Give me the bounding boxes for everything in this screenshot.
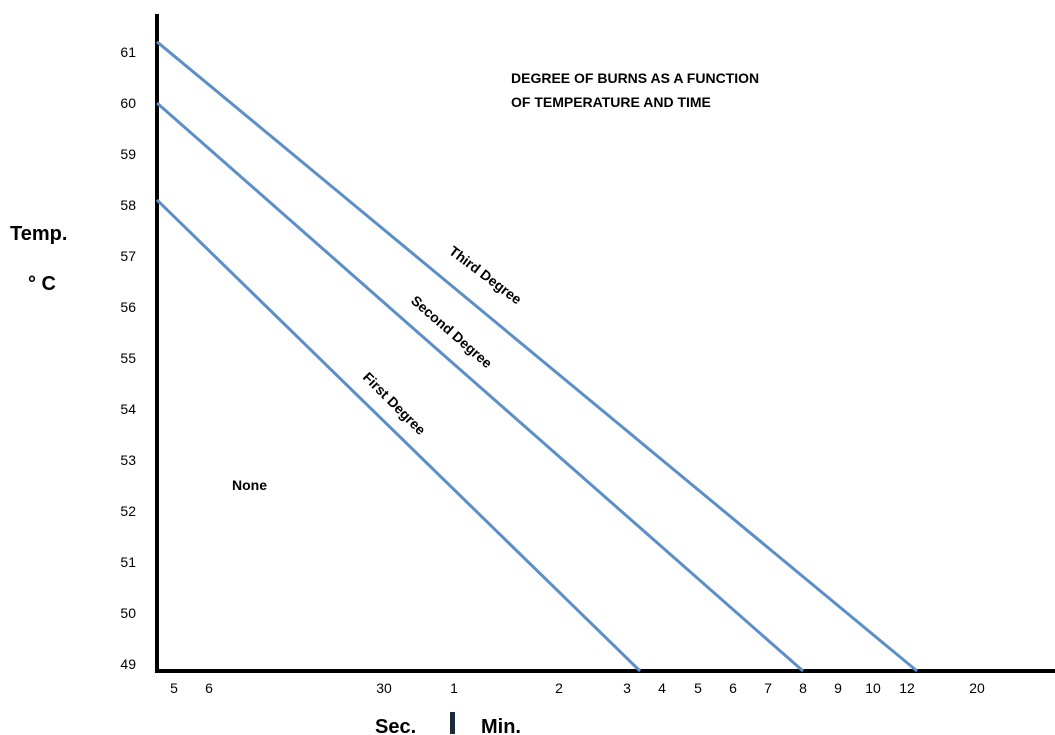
x-tick-label: 8 — [799, 680, 807, 696]
x-tick-label: 9 — [834, 680, 842, 696]
y-tick-label: 50 — [120, 605, 136, 621]
x-tick-labels: 5 6 30 1 2 3 4 5 6 7 8 9 10 12 20 — [170, 680, 985, 696]
x-axis-label-seconds: Sec. — [375, 716, 416, 735]
x-tick-label: 30 — [376, 680, 392, 696]
x-tick-label: 5 — [694, 680, 702, 696]
y-tick-label: 59 — [120, 146, 136, 162]
y-tick-label: 58 — [120, 197, 136, 213]
x-axis-label-minutes: Min. — [481, 716, 521, 735]
y-tick-label: 60 — [120, 95, 136, 111]
y-tick-label: 49 — [120, 656, 136, 672]
y-tick-label: 52 — [120, 503, 136, 519]
chart-title-line-1: DEGREE OF BURNS AS A FUNCTION — [511, 70, 759, 86]
series-line-second-degree — [156, 101, 804, 673]
y-tick-label: 61 — [120, 44, 136, 60]
x-tick-label: 1 — [450, 680, 458, 696]
y-tick-label: 57 — [120, 248, 136, 264]
y-axis-label: Temp. — [10, 223, 67, 245]
y-tick-label: 55 — [120, 350, 136, 366]
y-tick-label: 53 — [120, 452, 136, 468]
label-first-degree: First Degree — [360, 369, 429, 438]
x-tick-label: 10 — [865, 680, 881, 696]
x-tick-label: 2 — [555, 680, 563, 696]
x-tick-label: 6 — [205, 680, 213, 696]
region-label-none: None — [232, 477, 267, 493]
label-third-degree: Third Degree — [446, 243, 525, 308]
x-tick-label: 20 — [969, 680, 985, 696]
x-tick-label: 4 — [658, 680, 666, 696]
series-line-first-degree — [155, 198, 642, 673]
y-tick-label: 51 — [120, 554, 136, 570]
x-tick-label: 6 — [729, 680, 737, 696]
label-second-degree: Second Degree — [408, 292, 496, 371]
sec-min-divider — [450, 712, 455, 734]
series-lines — [155, 40, 918, 673]
y-axis-unit: ° C — [28, 273, 56, 295]
x-tick-label: 3 — [623, 680, 631, 696]
y-tick-label: 56 — [120, 299, 136, 315]
y-tick-label: 54 — [120, 401, 136, 417]
y-tick-labels: 61 60 59 58 57 56 55 54 53 52 51 50 49 — [120, 44, 136, 672]
series-line-third-degree — [156, 40, 918, 673]
x-tick-label: 7 — [764, 680, 772, 696]
x-tick-label: 5 — [170, 680, 178, 696]
chart-title-line-2: OF TEMPERATURE AND TIME — [511, 94, 711, 110]
x-tick-label: 12 — [899, 680, 915, 696]
